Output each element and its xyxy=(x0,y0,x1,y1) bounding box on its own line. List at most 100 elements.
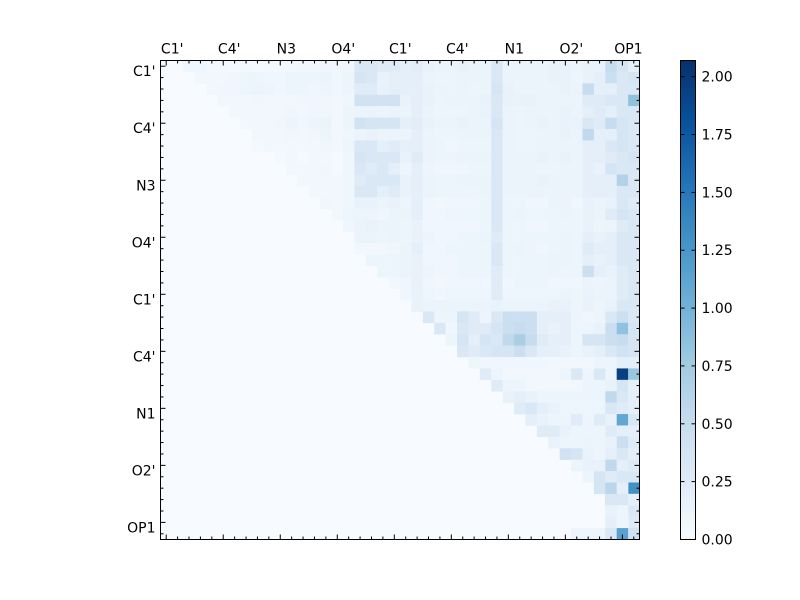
heatmap-cell xyxy=(491,242,503,255)
heatmap-cell xyxy=(377,265,389,278)
heatmap-cell xyxy=(628,368,640,381)
heatmap-cell xyxy=(445,277,458,289)
heatmap-cell xyxy=(263,71,275,84)
heatmap-cell xyxy=(251,83,264,96)
heatmap-cell xyxy=(616,242,629,255)
heatmap-cell xyxy=(616,140,629,153)
heatmap-cell xyxy=(468,197,481,210)
heatmap-cell xyxy=(628,140,640,153)
heatmap-cell xyxy=(491,208,503,221)
heatmap-cell xyxy=(297,71,310,84)
heatmap-cell xyxy=(593,117,606,130)
heatmap-cell xyxy=(628,334,640,346)
heatmap-cell xyxy=(274,151,287,164)
heatmap-cell xyxy=(411,231,424,244)
heatmap-cell xyxy=(628,174,640,187)
heatmap-cell xyxy=(559,288,572,301)
heatmap-cell xyxy=(525,71,538,84)
heatmap-cell xyxy=(411,60,424,73)
heatmap-cell xyxy=(525,117,538,130)
heatmap-cell xyxy=(605,277,617,289)
heatmap-cell xyxy=(445,163,458,175)
heatmap-cell xyxy=(377,128,389,141)
heatmap-cell xyxy=(354,163,367,175)
heatmap-cell xyxy=(377,71,389,84)
heatmap-cell xyxy=(514,300,526,312)
heatmap-cell xyxy=(400,220,412,232)
heatmap-cell xyxy=(274,71,287,84)
heatmap-cell xyxy=(320,60,332,73)
heatmap-cell xyxy=(457,311,469,324)
heatmap-cell xyxy=(502,185,515,198)
heatmap-cell xyxy=(582,128,595,141)
heatmap-cell xyxy=(559,163,572,175)
heatmap-cell xyxy=(571,231,583,244)
heatmap-cell xyxy=(593,471,606,483)
heatmap-cell xyxy=(365,71,378,84)
heatmap-cell xyxy=(285,140,298,153)
heatmap-cell xyxy=(491,197,503,210)
heatmap-cell xyxy=(445,197,458,210)
heatmap-cell xyxy=(342,128,355,141)
heatmap-cell xyxy=(445,242,458,255)
heatmap-cell xyxy=(400,71,412,84)
heatmap-cell xyxy=(559,379,572,392)
heatmap-cell xyxy=(502,83,515,96)
heatmap-cell xyxy=(400,277,412,289)
heatmap-cell xyxy=(582,391,595,403)
heatmap-cell xyxy=(491,185,503,198)
heatmap-cell xyxy=(479,334,492,346)
heatmap-cell xyxy=(559,254,572,267)
heatmap-cell xyxy=(479,231,492,244)
colorbar-tick-label: 1.00 xyxy=(702,301,733,317)
heatmap-cell xyxy=(217,94,230,107)
heatmap-cell xyxy=(605,174,617,187)
heatmap-cell xyxy=(240,83,253,96)
heatmap-cell xyxy=(559,334,572,346)
heatmap-cell xyxy=(297,163,310,175)
y-tick-label: C1' xyxy=(133,64,156,80)
heatmap-cell xyxy=(628,288,640,301)
heatmap-cell xyxy=(616,311,629,324)
heatmap-cell xyxy=(491,83,503,96)
heatmap-cell xyxy=(502,174,515,187)
heatmap-cell xyxy=(582,117,595,130)
heatmap-cell xyxy=(285,151,298,164)
heatmap-cell xyxy=(400,83,412,96)
y-tick-label: N3 xyxy=(136,178,155,194)
heatmap-cell xyxy=(593,379,606,392)
heatmap-cell xyxy=(411,128,424,141)
heatmap-cell xyxy=(593,60,606,73)
heatmap-cell xyxy=(411,208,424,221)
heatmap-cell xyxy=(479,208,492,221)
heatmap-cell xyxy=(628,94,640,107)
heatmap-cell xyxy=(240,106,253,118)
heatmap-cell xyxy=(536,83,549,96)
heatmap-cell xyxy=(434,71,446,84)
heatmap-cell xyxy=(525,391,538,403)
heatmap-cell xyxy=(628,151,640,164)
heatmap-cell xyxy=(502,254,515,267)
heatmap-cell xyxy=(377,254,389,267)
heatmap-cell xyxy=(571,311,583,324)
heatmap-cell xyxy=(605,471,617,483)
heatmap-cell xyxy=(571,220,583,232)
heatmap-cell xyxy=(605,117,617,130)
heatmap-cell xyxy=(491,174,503,187)
heatmap-cell xyxy=(445,231,458,244)
heatmap-cell xyxy=(514,379,526,392)
heatmap-cell xyxy=(434,151,446,164)
heatmap-cell xyxy=(320,94,332,107)
heatmap-cell xyxy=(491,357,503,369)
heatmap-cell xyxy=(274,117,287,130)
heatmap-cell xyxy=(457,71,469,84)
heatmap-cell xyxy=(593,528,606,540)
heatmap-cell xyxy=(571,83,583,96)
heatmap-cell xyxy=(457,163,469,175)
heatmap-cell xyxy=(536,117,549,130)
heatmap-cell xyxy=(582,368,595,381)
x-tick-label: N1 xyxy=(505,42,524,58)
heatmap-cell xyxy=(616,185,629,198)
heatmap-cell xyxy=(274,83,287,96)
heatmap-cell xyxy=(559,425,572,438)
